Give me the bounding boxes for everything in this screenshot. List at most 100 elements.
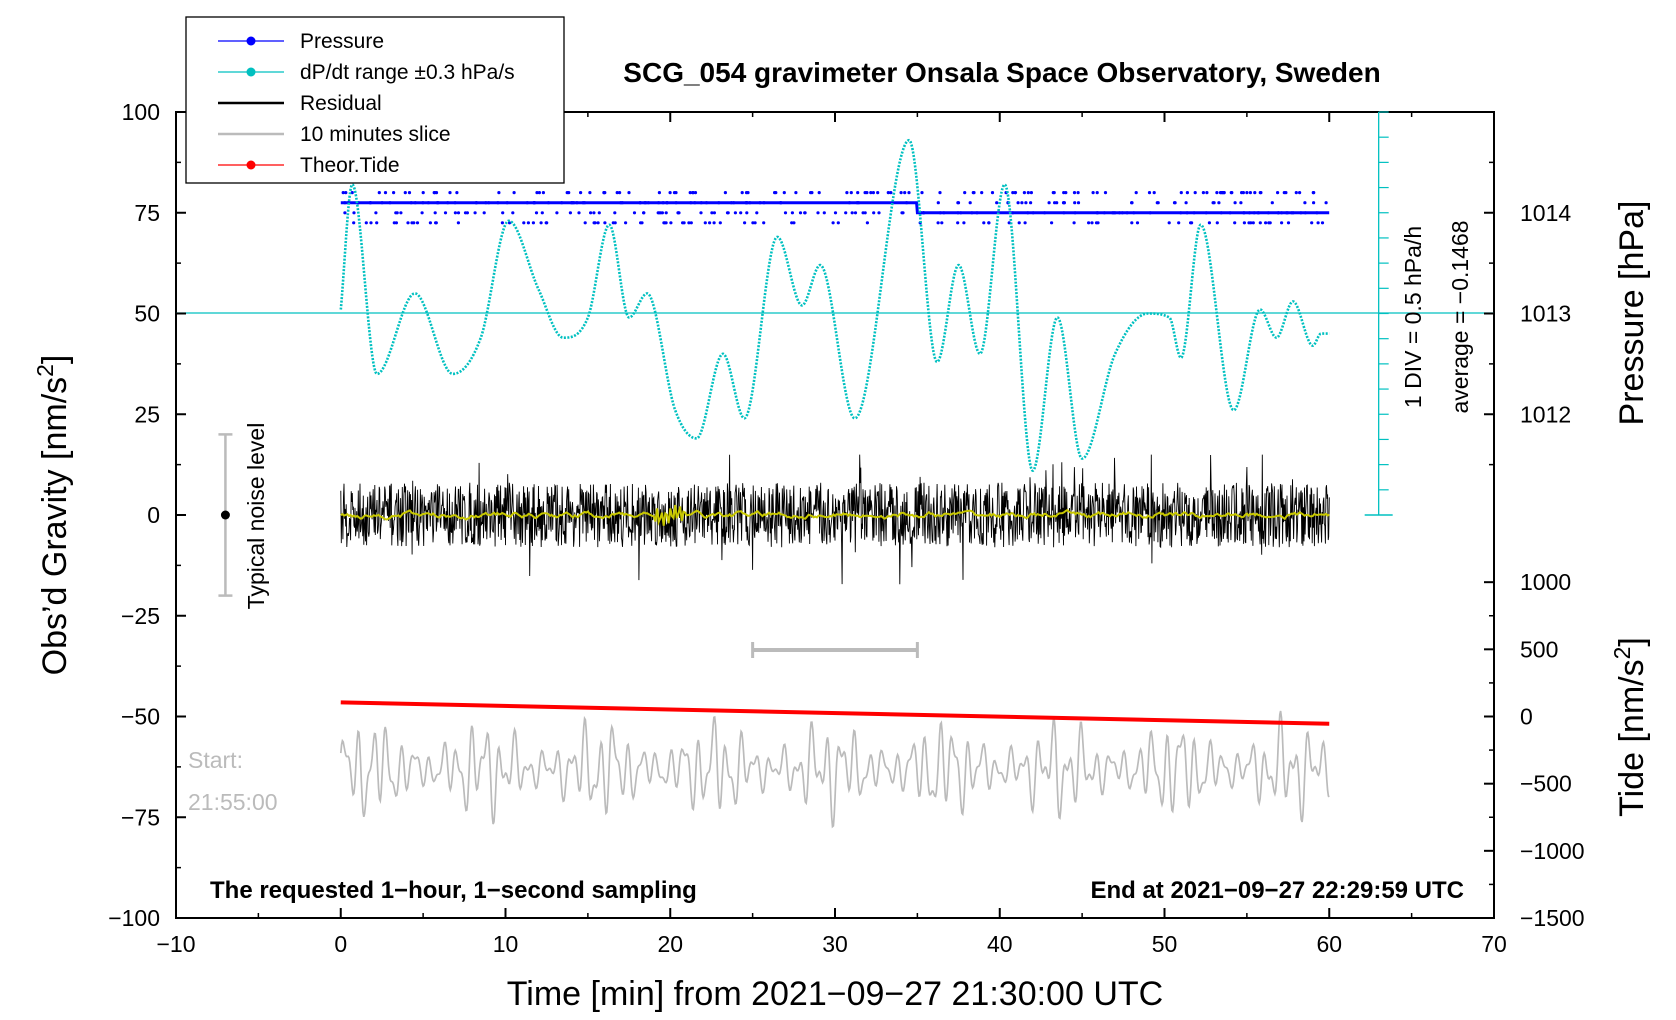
pressure-dot xyxy=(581,201,585,205)
pressure-dot xyxy=(352,211,356,215)
pressure-dot xyxy=(751,221,755,225)
pressure-dot xyxy=(710,211,714,215)
pressure-dot xyxy=(350,191,354,195)
pressure-dot xyxy=(624,221,628,225)
pressure-dot xyxy=(627,191,631,195)
pressure-dot xyxy=(665,201,669,205)
pressure-dot xyxy=(1215,191,1219,195)
pressure-dot xyxy=(1268,221,1272,225)
pressure-dot xyxy=(876,191,880,195)
pressure-dot xyxy=(745,211,749,215)
pressure-dot xyxy=(540,211,544,215)
pressure-dot xyxy=(403,191,407,195)
pressure-dot xyxy=(1252,211,1256,215)
pressure-dot xyxy=(1134,191,1138,195)
pressure-dot xyxy=(1016,201,1020,205)
pressure-dot xyxy=(942,211,946,215)
pressure-dot xyxy=(1091,191,1095,195)
legend-label: 10 minutes slice xyxy=(300,123,451,146)
pressure-dot xyxy=(744,191,749,195)
noise-bar-center xyxy=(220,510,230,520)
pressure-dot xyxy=(501,211,505,215)
pressure-dot xyxy=(656,211,660,215)
pressure-dot xyxy=(392,191,396,195)
pressure-dot xyxy=(980,191,984,195)
pressure-dot xyxy=(644,201,648,205)
pressure-dot xyxy=(569,201,574,205)
pressure-dot xyxy=(632,211,637,215)
pressure-dot xyxy=(803,211,807,215)
pressure-dot xyxy=(995,201,999,205)
pressure-dot xyxy=(1095,191,1099,195)
pressure-dot xyxy=(1076,201,1081,205)
pressure-dot xyxy=(773,191,777,195)
pressure-dot xyxy=(1251,221,1255,225)
pressure-dot xyxy=(886,191,890,195)
pressure-dot xyxy=(753,221,757,225)
pressure-dot xyxy=(505,201,509,205)
x-tick-label: 10 xyxy=(493,931,519,957)
pressure-dot xyxy=(782,191,786,195)
pressure-dot xyxy=(1266,211,1270,215)
pressure-dot xyxy=(1253,191,1257,195)
pressure-dot xyxy=(500,221,504,225)
tide-tick-label: −500 xyxy=(1520,771,1572,797)
pressure-dot xyxy=(1284,211,1289,215)
pressure-dot xyxy=(779,201,783,205)
pressure-dot xyxy=(857,201,861,205)
slice-series xyxy=(339,710,1330,829)
pressure-dot xyxy=(1298,191,1302,195)
pressure-dot xyxy=(453,211,457,215)
pressure-dot xyxy=(482,211,486,215)
pressure-dot xyxy=(1242,211,1246,215)
pressure-dot xyxy=(534,211,539,215)
pressure-dot xyxy=(456,221,460,225)
pressure-dot xyxy=(1017,221,1021,225)
pressure-dot xyxy=(1248,191,1252,195)
pressure-dot xyxy=(1240,191,1244,195)
pressure-dot xyxy=(740,191,744,195)
pressure-dot xyxy=(657,191,662,195)
pressure-dot xyxy=(473,211,477,215)
pressure-dot xyxy=(1276,211,1280,215)
x-tick-label: 0 xyxy=(334,931,347,957)
pressure-dot xyxy=(899,191,903,195)
chart-title: SCG_054 gravimeter Onsala Space Observat… xyxy=(623,57,1380,88)
pressure-dot xyxy=(434,221,438,225)
pressure-dot xyxy=(1072,221,1076,225)
y-axis-label: Obs’d Gravity [nm/s2] xyxy=(32,355,74,676)
pressure-dot xyxy=(596,221,600,225)
pressure-dot xyxy=(341,191,345,195)
tide-tick-label: 0 xyxy=(1520,704,1533,730)
pressure-dot xyxy=(1312,201,1316,205)
pressure-dot xyxy=(1324,201,1328,205)
pressure-dot xyxy=(426,201,430,205)
pressure-dot xyxy=(1217,201,1221,205)
pressure-dot xyxy=(525,201,529,205)
dpdt-average-label: average = −0.1468 xyxy=(1447,220,1473,413)
pressure-dot xyxy=(794,191,798,195)
pressure-dot xyxy=(420,211,424,215)
pressure-dot xyxy=(1135,221,1140,225)
pressure-dot xyxy=(448,191,452,195)
pressure-dot xyxy=(615,191,619,195)
pressure-dot xyxy=(532,201,536,205)
pressure-dot xyxy=(577,211,581,215)
pressure-dot xyxy=(1280,211,1284,215)
pressure-dot xyxy=(871,191,876,195)
y-axis-tide: 1000 500 0 −500 −1000 −1500 xyxy=(1484,569,1585,931)
pressure-dot xyxy=(691,191,695,195)
pressure-dot xyxy=(693,191,698,195)
y-tick-label: 75 xyxy=(134,200,160,226)
start-label: Start: xyxy=(188,747,243,773)
pressure-dot xyxy=(638,201,642,205)
pressure-dot xyxy=(1132,211,1136,215)
sampling-note: The requested 1−hour, 1−second sampling xyxy=(210,877,697,904)
pressure-dot xyxy=(1023,221,1027,225)
pressure-dot xyxy=(1043,211,1047,215)
pressure-dot xyxy=(474,201,478,205)
residual-series xyxy=(340,454,1330,585)
pressure-dot xyxy=(1247,211,1252,215)
pressure-dot xyxy=(1125,211,1129,215)
pressure-dot xyxy=(343,211,347,215)
